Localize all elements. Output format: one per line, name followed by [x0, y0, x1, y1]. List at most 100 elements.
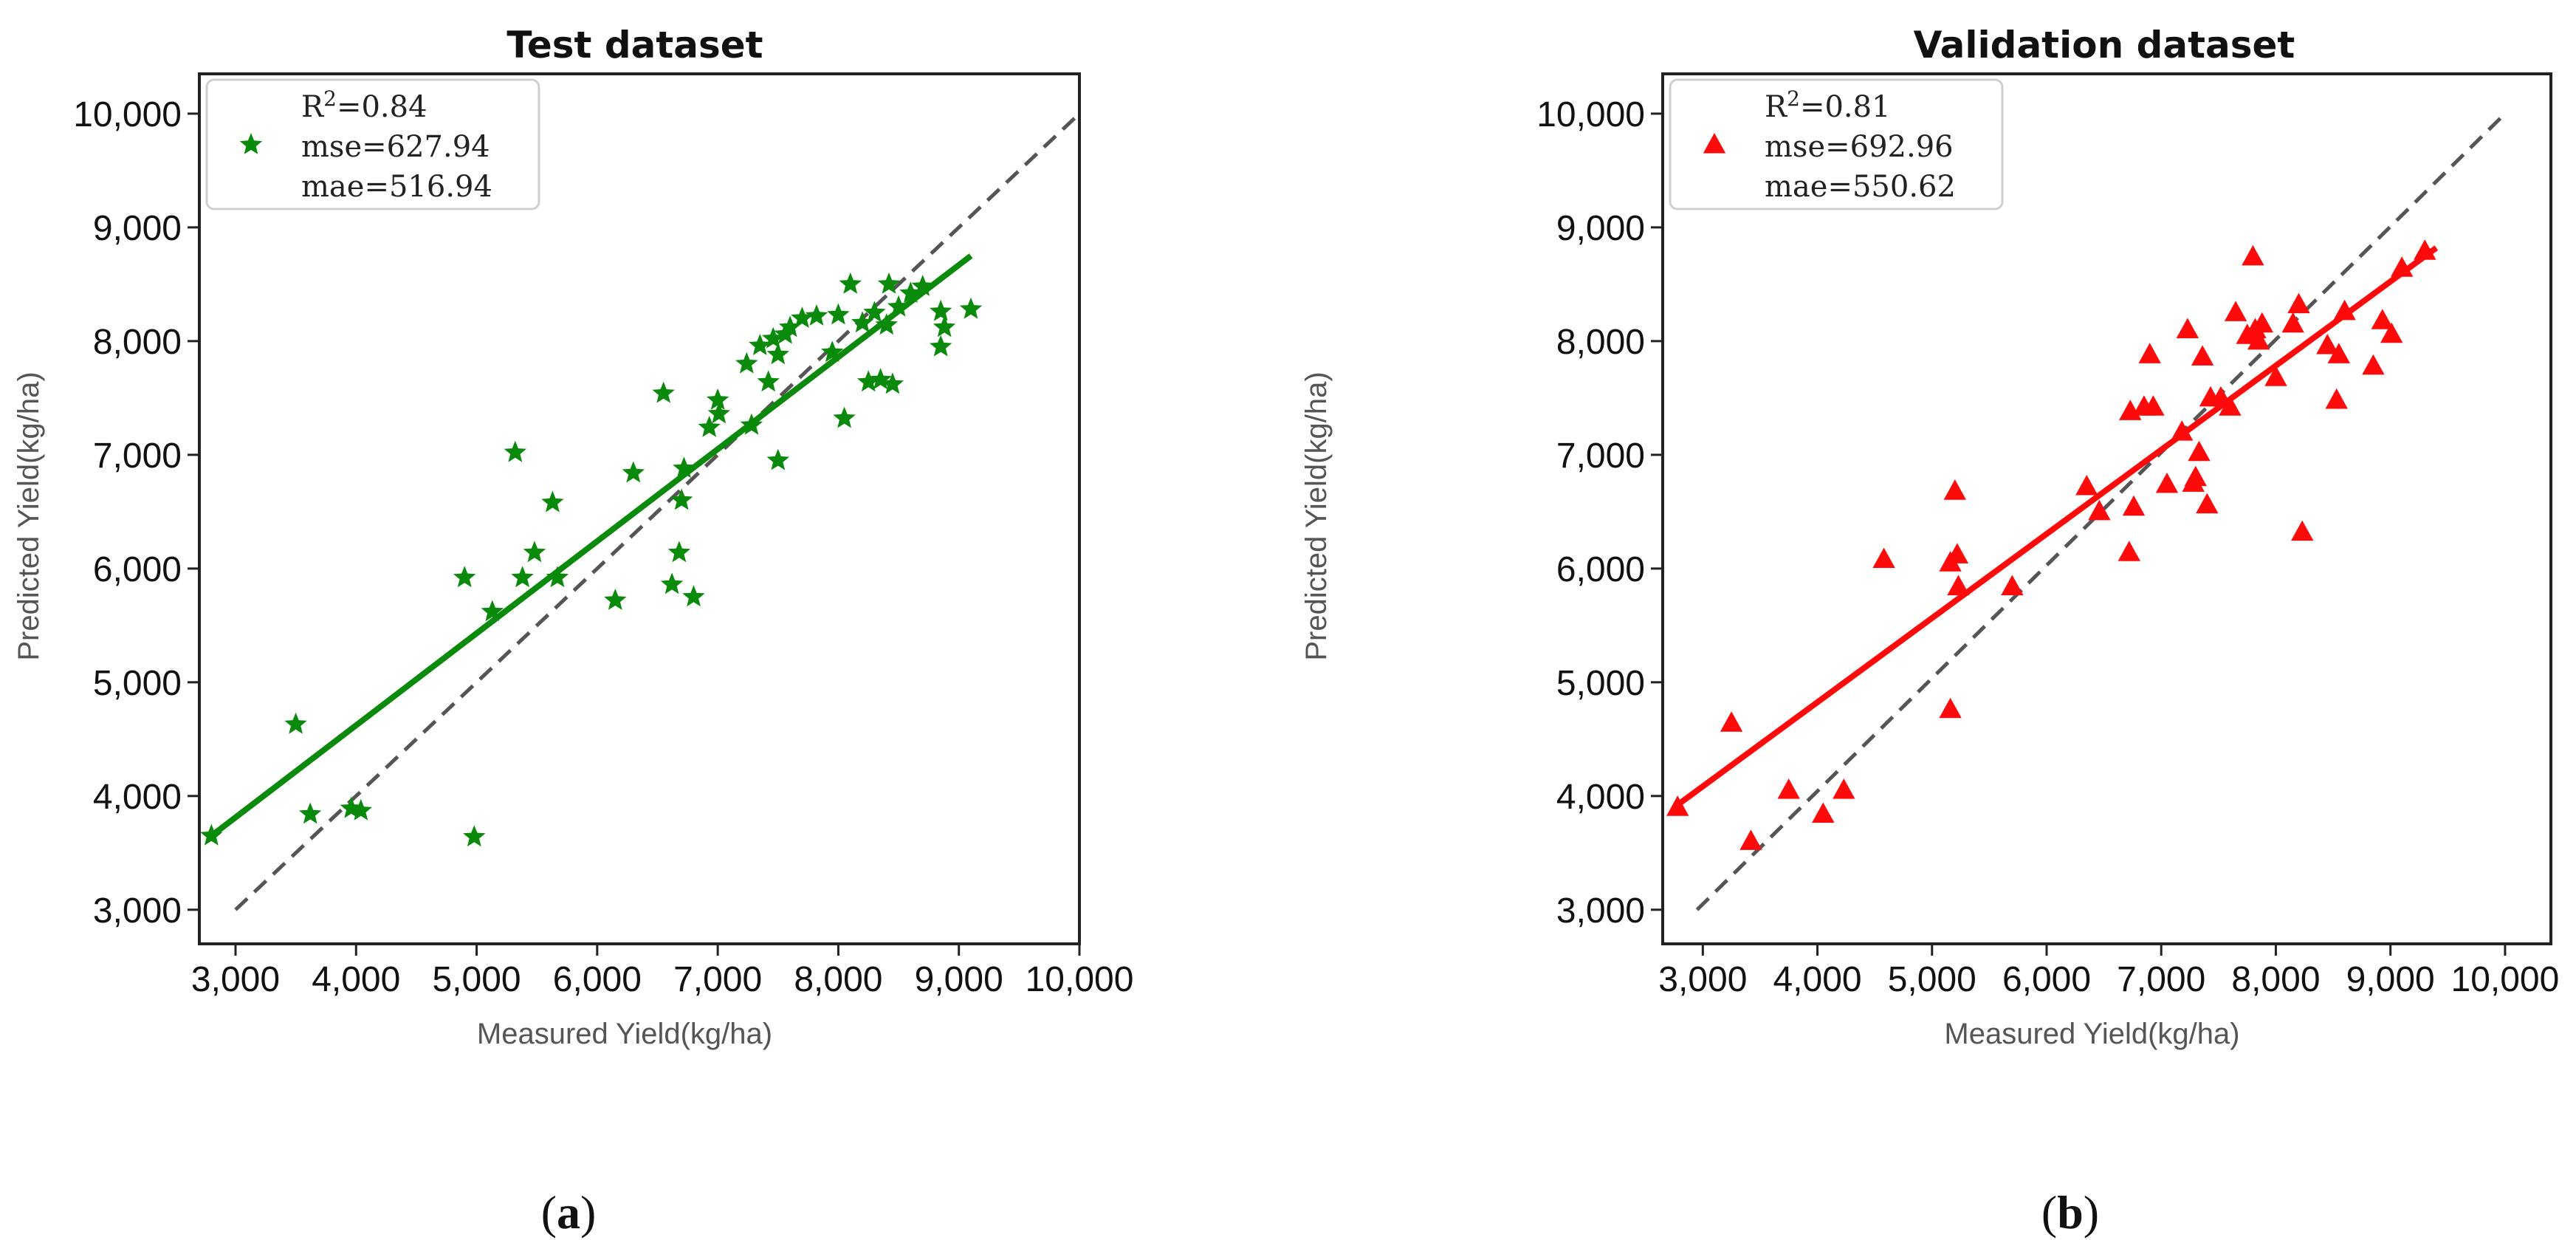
data-point	[604, 589, 627, 610]
y-tick-label: 9,000	[1556, 209, 1645, 248]
data-point	[833, 406, 856, 428]
chart-b: Validation dataset 3,000 4,000 5,000 6,000 7,…	[1300, 24, 2560, 1050]
x-tick-label: 3,000	[191, 960, 280, 999]
data-point	[2325, 388, 2348, 409]
data-point	[2088, 499, 2111, 521]
y-tick-label: 10,000	[73, 95, 182, 134]
x-tick-label: 9,000	[2346, 960, 2435, 999]
plot-frame	[1661, 72, 2552, 945]
data-point	[2224, 301, 2247, 321]
chart-title: Test dataset	[506, 24, 763, 66]
data-point	[899, 281, 922, 304]
legend-mae: mae=516.94	[301, 170, 492, 204]
data-point	[2380, 322, 2403, 343]
x-tick-label: 4,000	[312, 960, 400, 999]
data-point	[2138, 343, 2161, 363]
data-point	[1777, 778, 1800, 799]
data-point	[735, 352, 758, 374]
data-point	[1739, 829, 1762, 850]
data-point	[791, 306, 814, 328]
data-point	[887, 295, 910, 317]
fit-line	[1672, 245, 2439, 810]
x-tick-label: 10,000	[2451, 960, 2560, 999]
y-tick-label: 4,000	[93, 778, 182, 817]
x-tick-label: 5,000	[1888, 960, 1976, 999]
data-points	[200, 272, 983, 847]
data-point	[1812, 802, 1835, 823]
y-tick-label: 8,000	[93, 323, 182, 362]
data-point	[660, 572, 684, 595]
data-point	[827, 303, 850, 325]
data-point	[851, 311, 874, 333]
data-point	[1720, 711, 1743, 732]
legend-r2: R2=0.81	[1765, 86, 1891, 124]
legend-marker	[239, 133, 263, 154]
data-point	[1943, 479, 1966, 500]
legend: R2=0.84 mse=627.94 mae=516.94	[205, 78, 540, 210]
fit-line	[209, 253, 973, 838]
x-tick-label: 6,000	[2002, 960, 2091, 999]
data-point	[2001, 575, 2024, 595]
data-point	[869, 368, 892, 390]
data-point	[1947, 575, 1970, 595]
data-point	[2184, 465, 2207, 487]
data-point	[2333, 299, 2356, 321]
x-tick-label: 6,000	[553, 960, 642, 999]
data-point	[805, 304, 828, 326]
data-point	[959, 297, 983, 319]
data-point	[2327, 343, 2350, 363]
data-point	[682, 585, 705, 607]
data-point	[622, 461, 645, 483]
x-tick-label: 8,000	[794, 960, 882, 999]
data-point	[2362, 354, 2385, 375]
y-tick-label: 5,000	[93, 664, 182, 703]
data-point	[863, 301, 886, 323]
identity-line	[234, 112, 1081, 911]
data-point	[504, 440, 526, 462]
data-point	[541, 490, 564, 513]
data-point	[749, 334, 772, 355]
data-point	[911, 275, 934, 296]
data-point	[284, 712, 307, 734]
legend-marker	[1703, 133, 1726, 154]
data-point	[2287, 292, 2310, 314]
data-point	[932, 315, 956, 338]
data-point	[546, 566, 569, 588]
x-tick-label: 10,000	[1026, 960, 1134, 999]
data-point	[2219, 395, 2242, 416]
data-point	[2242, 244, 2264, 266]
panel-a: Test dataset 3,000 4,000 5,000 6,000 7,000 8,0…	[0, 0, 1288, 1239]
y-tick-label: 10,000	[1536, 95, 1645, 134]
data-point	[2291, 520, 2314, 541]
data-point	[481, 600, 504, 622]
y-tick-label: 7,000	[93, 436, 182, 476]
data-point	[299, 802, 322, 824]
data-point	[706, 388, 729, 410]
legend-box	[1669, 78, 2004, 210]
y-tick-label: 3,000	[93, 891, 182, 931]
data-point	[2188, 440, 2211, 462]
data-point	[778, 315, 802, 338]
chart-title: Validation dataset	[1914, 24, 2295, 66]
data-point	[1945, 543, 1969, 564]
y-tick-label: 7,000	[1556, 436, 1645, 476]
y-axis-label: Predicted Yield(kg/ha)	[13, 371, 45, 660]
legend-r2: R2=0.84	[301, 86, 427, 124]
data-point	[453, 566, 476, 588]
data-point	[2176, 318, 2199, 338]
data-point	[757, 370, 780, 392]
data-point	[523, 541, 546, 563]
x-tick-label: 3,000	[1658, 960, 1747, 999]
y-tick-label: 4,000	[1556, 778, 1645, 817]
data-point	[2196, 493, 2219, 514]
data-point	[2247, 329, 2270, 350]
x-tick-label: 4,000	[1773, 960, 1861, 999]
legend-mse: mse=627.94	[301, 130, 490, 164]
data-point	[1939, 697, 1962, 719]
data-point	[875, 313, 898, 335]
data-point	[652, 381, 675, 403]
data-point	[2118, 541, 2140, 561]
x-tick-label: 7,000	[2117, 960, 2205, 999]
y-tick-label: 6,000	[93, 550, 182, 589]
data-point	[930, 335, 952, 357]
